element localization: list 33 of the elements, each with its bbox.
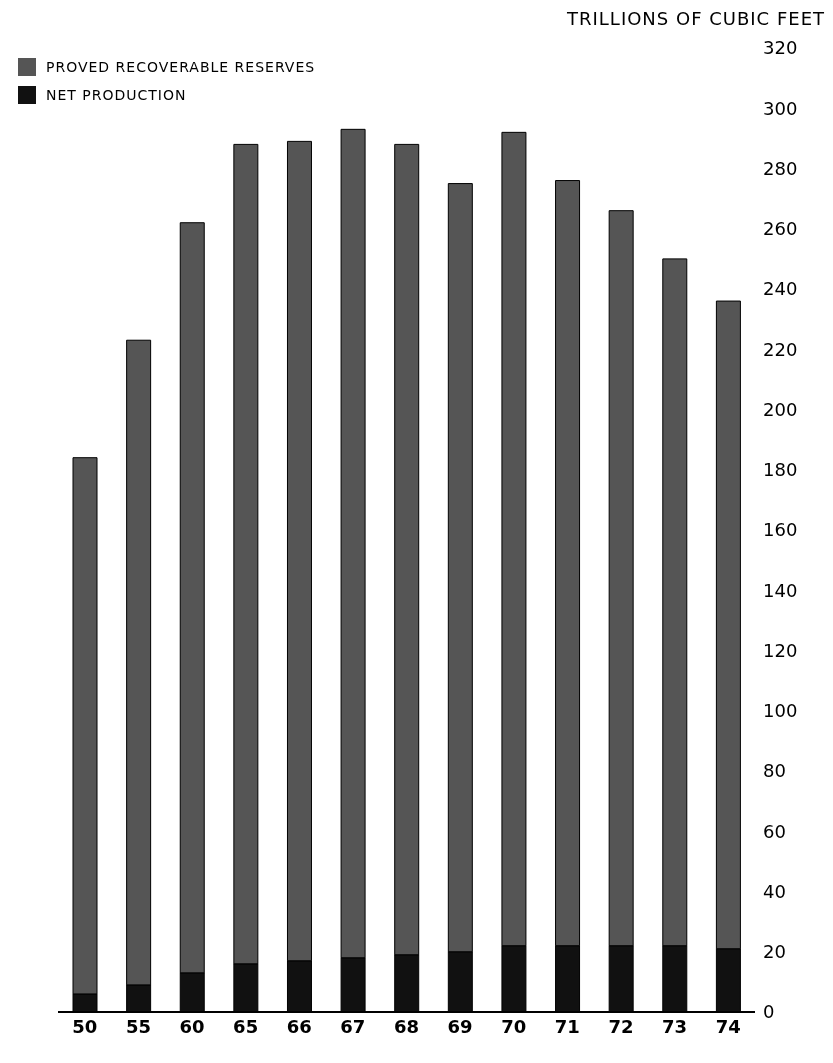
y-tick-label: 20: [763, 941, 786, 963]
x-tick-label: 65: [233, 1015, 259, 1037]
x-tick-label: 72: [608, 1015, 634, 1037]
y-tick-label: 280: [763, 157, 798, 179]
x-tick-label: 73: [662, 1015, 688, 1037]
x-tick-label: 74: [715, 1015, 741, 1037]
x-tick-label: 71: [554, 1015, 580, 1037]
y-tick-label: 60: [763, 820, 786, 842]
x-tick-label: 66: [286, 1015, 312, 1037]
y-tick-label: 200: [763, 398, 798, 420]
x-tick-label: 67: [340, 1015, 366, 1037]
y-tick-label: 40: [763, 880, 786, 902]
x-tick-label: 68: [393, 1015, 420, 1037]
x-tick-label: 55: [125, 1015, 151, 1037]
y-tick-label: 220: [763, 338, 798, 360]
y-tick-label: 120: [763, 639, 798, 661]
y-tick-label: 300: [763, 97, 798, 119]
y-tick-label: 180: [763, 459, 798, 481]
x-tick-label: 69: [447, 1015, 473, 1037]
x-tick-label: 50: [72, 1015, 98, 1037]
y-tick-label: 320: [763, 37, 798, 59]
y-tick-label: 80: [763, 760, 786, 782]
legend-label: NET PRODUCTION: [46, 87, 187, 103]
y-tick-label: 260: [763, 218, 798, 240]
y-axis-title: TRILLIONS OF CUBIC FEET: [567, 8, 825, 29]
y-tick-label: 160: [763, 519, 798, 541]
y-tick-label: 140: [763, 579, 798, 601]
y-tick-label: 0: [763, 1001, 775, 1023]
y-tick-label: 240: [763, 278, 798, 300]
x-tick-label: 70: [501, 1015, 527, 1037]
x-tick-label: 60: [179, 1015, 205, 1037]
legend-label: PROVED RECOVERABLE RESERVES: [46, 59, 316, 75]
y-tick-label: 100: [763, 700, 798, 722]
